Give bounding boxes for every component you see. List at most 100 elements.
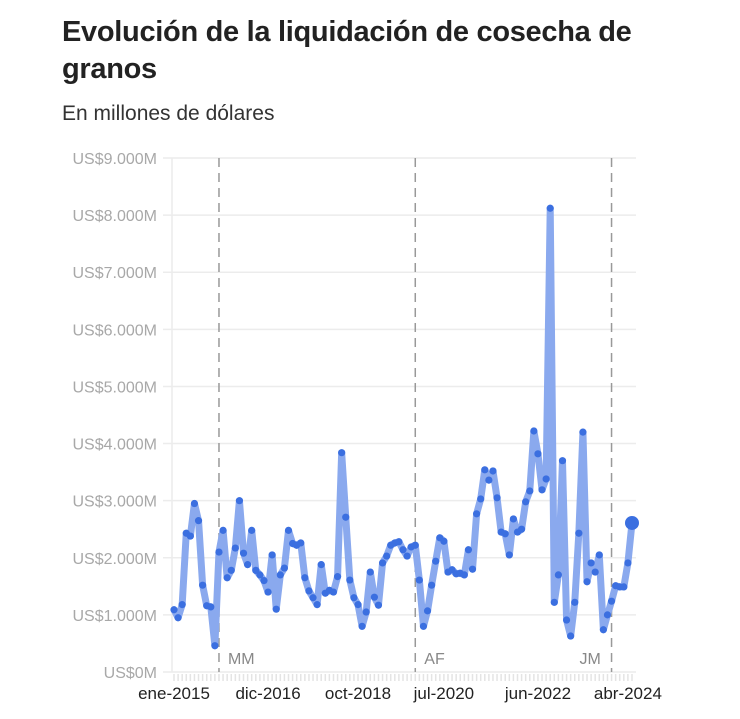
data-point xyxy=(199,581,207,589)
data-point xyxy=(178,601,186,609)
y-tick-label: US$2.000M xyxy=(73,551,158,568)
y-tick-label: US$9.000M xyxy=(73,151,158,168)
data-point xyxy=(354,601,362,609)
data-point xyxy=(534,450,542,458)
x-tick-label: jun-2022 xyxy=(504,684,571,703)
data-point xyxy=(599,626,607,634)
data-point xyxy=(186,532,194,540)
data-point xyxy=(215,548,223,556)
data-point xyxy=(550,598,558,606)
data-point xyxy=(571,598,579,606)
data-point xyxy=(358,622,366,630)
data-point xyxy=(317,561,325,569)
data-point xyxy=(468,565,477,573)
data-point xyxy=(309,594,317,602)
data-point xyxy=(538,486,546,494)
data-point xyxy=(313,601,321,609)
data-point xyxy=(399,546,407,554)
data-point xyxy=(485,476,493,484)
data-point xyxy=(297,539,305,547)
data-point xyxy=(256,571,264,579)
data-point xyxy=(231,544,239,552)
data-point xyxy=(579,428,587,436)
data-point xyxy=(350,594,358,602)
data-point xyxy=(374,601,383,609)
data-point xyxy=(174,614,182,622)
data-point xyxy=(489,467,497,475)
data-point xyxy=(272,605,280,613)
data-point xyxy=(501,530,509,538)
data-point xyxy=(378,559,387,567)
series-line xyxy=(170,204,636,650)
data-point xyxy=(624,559,632,567)
y-tick-label: US$7.000M xyxy=(73,265,158,282)
data-point xyxy=(211,642,219,650)
y-tick-label: US$3.000M xyxy=(73,494,158,511)
data-point xyxy=(607,597,616,605)
data-point xyxy=(464,546,473,554)
x-tick-label: dic-2016 xyxy=(235,684,300,703)
last-data-point xyxy=(625,515,639,530)
data-point xyxy=(477,495,485,503)
data-point xyxy=(432,557,440,565)
y-tick-label: US$5.000M xyxy=(73,379,158,396)
data-point xyxy=(276,571,284,579)
data-point xyxy=(428,581,436,589)
data-point xyxy=(509,515,518,523)
data-point xyxy=(235,497,244,505)
data-point xyxy=(338,449,346,457)
data-point xyxy=(460,571,468,579)
chart-subtitle: En millones de dólares xyxy=(62,102,275,125)
data-point xyxy=(403,552,411,560)
data-point xyxy=(419,622,428,630)
data-point xyxy=(522,498,530,506)
data-point xyxy=(207,603,215,611)
data-point xyxy=(329,588,338,596)
data-point xyxy=(244,561,252,569)
data-point xyxy=(239,549,248,557)
data-point xyxy=(481,466,489,474)
data-point xyxy=(305,587,313,595)
data-point xyxy=(558,457,567,465)
data-point xyxy=(190,499,199,508)
y-tick-label: US$6.000M xyxy=(73,322,158,339)
data-point xyxy=(383,552,391,560)
x-tick-label: ene-2015 xyxy=(138,684,210,703)
data-point xyxy=(260,577,268,585)
data-point xyxy=(562,616,571,624)
data-point xyxy=(603,611,612,619)
data-point xyxy=(567,632,575,640)
data-point xyxy=(268,551,276,559)
data-point xyxy=(395,538,403,546)
y-tick-label: US$4.000M xyxy=(73,437,158,454)
annotation-label: JM xyxy=(580,651,601,668)
data-point xyxy=(546,204,554,212)
annotation-label: MM xyxy=(228,651,255,668)
data-point xyxy=(505,551,513,559)
y-tick-label: US$8.000M xyxy=(73,208,158,225)
data-point xyxy=(301,574,309,582)
data-point xyxy=(346,576,354,584)
x-tick-label: abr-2024 xyxy=(594,684,662,703)
data-point xyxy=(264,588,272,596)
data-point xyxy=(366,568,374,576)
data-point xyxy=(493,494,501,502)
data-point xyxy=(583,578,591,586)
data-point xyxy=(517,525,526,533)
data-point xyxy=(440,537,448,545)
data-point xyxy=(284,526,293,534)
y-tick-label: US$0M xyxy=(104,665,157,682)
chart-title: Evolución de la liquidación de cosecha d… xyxy=(62,16,632,85)
data-point xyxy=(219,526,227,534)
data-point xyxy=(227,566,235,574)
data-point xyxy=(587,559,595,567)
annotation-label: AF xyxy=(424,651,445,668)
data-point xyxy=(530,427,538,435)
data-point xyxy=(342,513,350,521)
data-point xyxy=(473,510,481,518)
data-point xyxy=(423,607,432,615)
data-point xyxy=(415,576,423,584)
data-point xyxy=(333,573,342,581)
data-point xyxy=(362,608,370,616)
